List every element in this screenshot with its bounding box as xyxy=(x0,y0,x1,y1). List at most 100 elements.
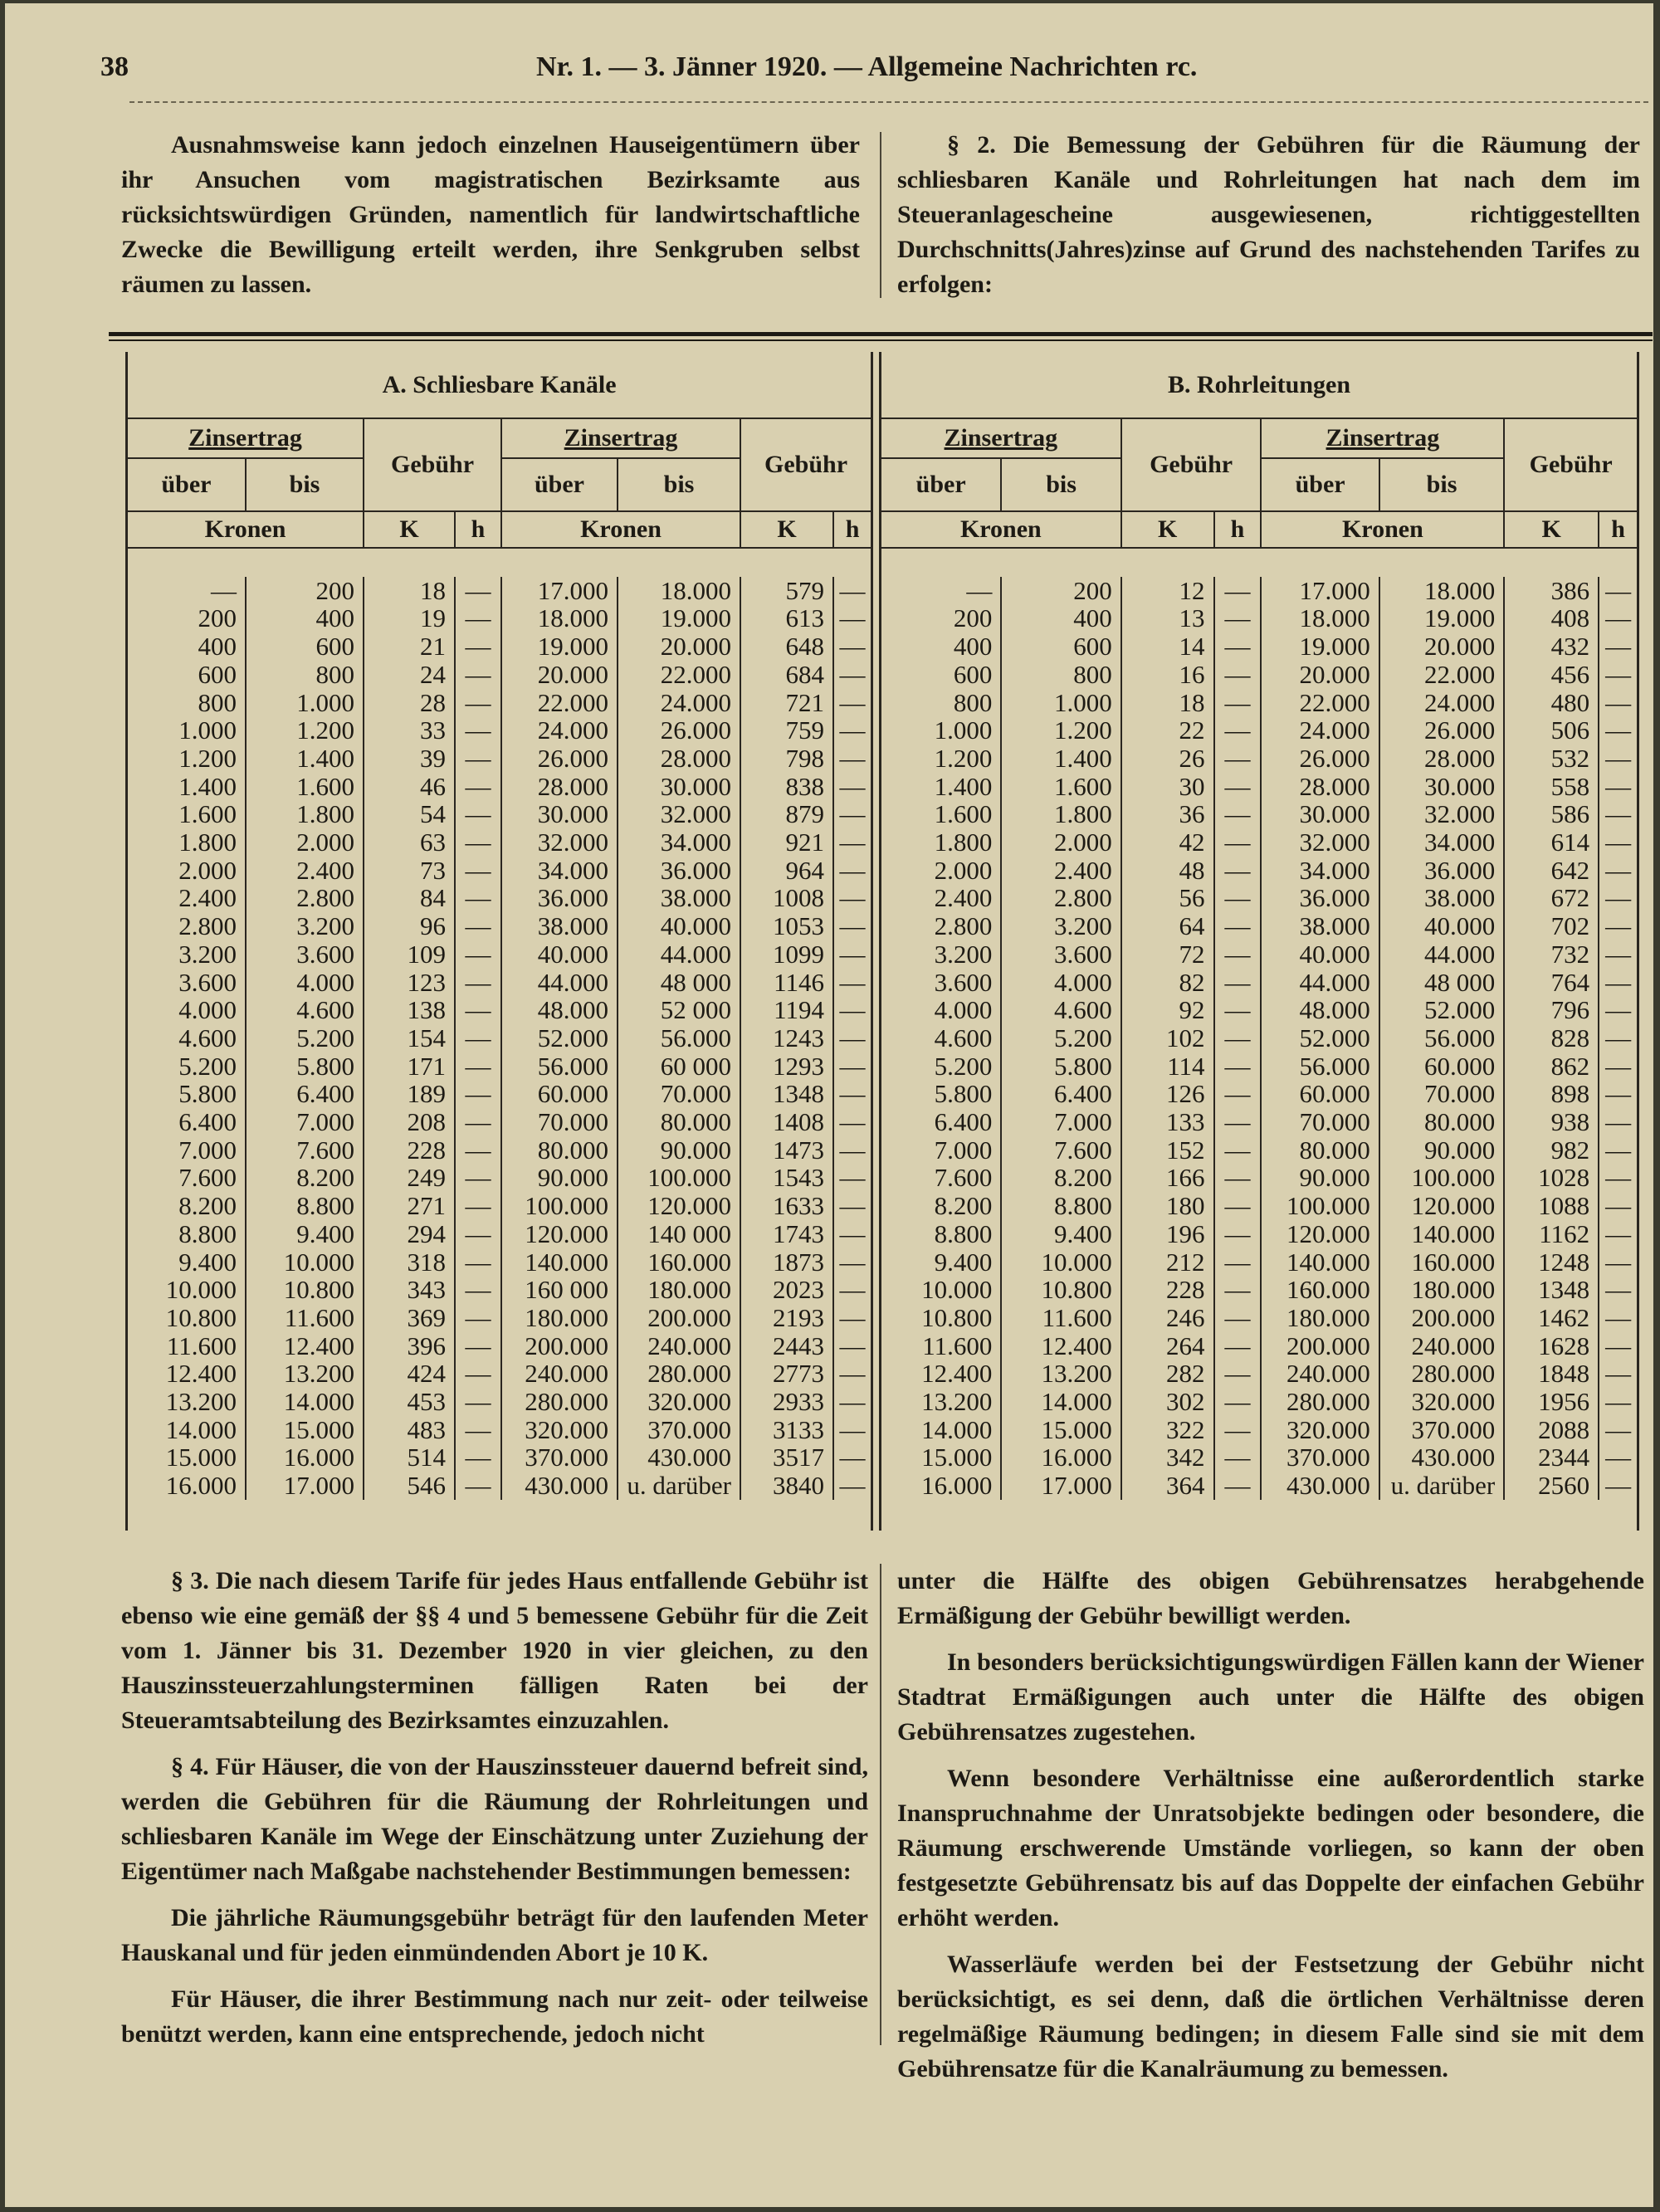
fee-k-cell: 138 xyxy=(363,996,455,1024)
fee-h-cell: — xyxy=(1213,1080,1262,1109)
to-cell: 280.000 xyxy=(617,1360,740,1389)
fee-k-cell: 2443 xyxy=(740,1331,833,1360)
from-cell: 7.000 xyxy=(934,1135,993,1165)
to-cell: 24.000 xyxy=(617,688,740,717)
from-cell: 240.000 xyxy=(500,1360,618,1389)
from-cell: 20.000 xyxy=(500,661,618,689)
h-header: h xyxy=(1598,511,1637,549)
fee-k-cell: 1462 xyxy=(1503,1304,1599,1332)
to-cell: 28.000 xyxy=(617,745,740,773)
fee-k-cell: 109 xyxy=(363,940,455,969)
fee-k-cell: 126 xyxy=(1120,1080,1214,1109)
to-cell: 280.000 xyxy=(1378,1360,1505,1389)
data-row: 1.000 1.200 22—24.000 26.000 506— xyxy=(881,716,1637,745)
fee-h-cell: — xyxy=(832,745,872,773)
fee-k-cell: 84 xyxy=(363,884,455,913)
from-cell: 280.000 xyxy=(1260,1388,1379,1416)
fee-k-cell: 1956 xyxy=(1503,1388,1599,1416)
fee-k-cell: 982 xyxy=(1503,1136,1599,1165)
fee-h-cell: — xyxy=(832,1388,872,1416)
k-header: K xyxy=(1120,511,1214,549)
from-cell: 52.000 xyxy=(500,1024,618,1052)
fee-k-cell: 102 xyxy=(1120,1024,1214,1052)
to-cell: 2.400 xyxy=(1000,857,1121,885)
spacer-row xyxy=(881,548,1637,577)
to-cell: 600 xyxy=(1000,632,1121,661)
to-cell: 200.000 xyxy=(617,1304,740,1332)
to-cell: 15.000 xyxy=(245,1416,364,1444)
k-header: K xyxy=(1503,511,1599,549)
from-cell: 17.000 xyxy=(500,576,618,605)
fee-k-cell: 64 xyxy=(1120,912,1214,940)
fee-k-cell: 26 xyxy=(1120,745,1214,773)
to-cell: 56.000 xyxy=(617,1024,740,1052)
table-body: —200 12—17.000 18.000 386—200 400 13—18.000 19… xyxy=(881,548,1637,1500)
fee-h-cell: — xyxy=(1213,716,1262,745)
fee-k-cell: 282 xyxy=(1120,1360,1214,1389)
fee-h-cell: — xyxy=(1598,1331,1637,1360)
fee-k-cell: 3517 xyxy=(740,1443,833,1472)
fee-h-cell: — xyxy=(1213,632,1262,661)
fee-h-cell: — xyxy=(832,940,872,969)
fee-h-cell: — xyxy=(1598,1136,1637,1165)
fee-k-cell: 19 xyxy=(363,604,455,633)
to-cell: 7.600 xyxy=(1000,1136,1121,1165)
to-cell: 80.000 xyxy=(617,1108,740,1136)
to-cell: 17.000 xyxy=(1000,1472,1121,1500)
from-cell: 1.200 xyxy=(934,743,993,773)
to-cell: 1.600 xyxy=(1000,772,1121,801)
from-cell: 7.000 xyxy=(178,1135,237,1165)
fee-k-cell: 1848 xyxy=(1503,1360,1599,1389)
to-cell: 9.400 xyxy=(245,1220,364,1248)
to-cell: 38.000 xyxy=(617,884,740,913)
data-row: 5.200 5.800 114—56.000 60.000 862— xyxy=(881,1052,1637,1081)
fee-h-cell: — xyxy=(454,604,501,633)
to-cell: 5.800 xyxy=(1000,1052,1121,1081)
to-cell: 430.000 xyxy=(617,1443,740,1472)
currency-header: Kronen xyxy=(500,511,740,549)
data-row: 5.200 5.800 171—56.000 60 000 1293— xyxy=(128,1052,872,1081)
fee-k-cell: 798 xyxy=(740,745,833,773)
fee-k-cell: 648 xyxy=(740,632,833,661)
data-row: 8.200 8.800 180—100.000 120.000 1088— xyxy=(881,1192,1637,1220)
to-cell: 16.000 xyxy=(245,1443,364,1472)
fee-h-cell: — xyxy=(832,968,872,997)
fee-h-cell: — xyxy=(454,1416,501,1444)
fee-h-cell: — xyxy=(1598,1052,1637,1081)
data-row: 2.000 2.400 73—34.000 36.000 964— xyxy=(128,857,872,885)
from-cell: 120.000 xyxy=(1260,1220,1379,1248)
to-cell: 140.000 xyxy=(1378,1220,1505,1248)
from-cell: 18.000 xyxy=(1260,604,1379,633)
from-header: über xyxy=(881,458,1002,512)
data-row: 12.400 13.200 424—240.000 280.000 2773— xyxy=(128,1359,872,1389)
fee-k-cell: 1008 xyxy=(740,884,833,913)
fee-h-cell: — xyxy=(1598,745,1637,773)
to-cell: 10.800 xyxy=(1000,1276,1121,1304)
from-cell: 22.000 xyxy=(500,688,618,717)
fee-k-cell: 369 xyxy=(363,1304,455,1332)
paragraph: unter die Hälfte des obigen Gebührensatz… xyxy=(897,1567,1644,1629)
fee-h-cell: — xyxy=(454,632,501,661)
fee-k-cell: 302 xyxy=(1120,1388,1214,1416)
to-cell: 1.400 xyxy=(1000,745,1121,773)
from-cell: 12.400 xyxy=(165,1359,237,1389)
data-row: 1.800 2.000 63—32.000 34.000 921— xyxy=(128,828,872,857)
fee-k-cell: 721 xyxy=(740,688,833,717)
to-cell: 32.000 xyxy=(1378,800,1505,829)
from-cell: 28.000 xyxy=(1260,772,1379,801)
fee-k-cell: 732 xyxy=(1503,940,1599,969)
from-cell: 1.400 xyxy=(934,771,993,801)
paragraph: Die jährliche Räumungsgebühr beträgt für… xyxy=(121,1904,868,1966)
data-row: 800 1.000 18—22.000 24.000 480— xyxy=(881,688,1637,717)
from-cell: 36.000 xyxy=(500,884,618,913)
fee-k-cell: 480 xyxy=(1503,688,1599,717)
from-cell: 4.000 xyxy=(178,995,237,1025)
from-cell: 320.000 xyxy=(1260,1416,1379,1444)
fee-k-cell: 2023 xyxy=(740,1276,833,1304)
fee-h-cell: — xyxy=(1213,1136,1262,1165)
fee-h-cell: — xyxy=(1213,576,1262,605)
to-cell: 19.000 xyxy=(617,604,740,633)
data-row: 11.600 12.400 264—200.000 240.000 1628— xyxy=(881,1331,1637,1360)
fee-header: Gebühr xyxy=(1120,418,1262,512)
spacer xyxy=(881,548,1637,577)
